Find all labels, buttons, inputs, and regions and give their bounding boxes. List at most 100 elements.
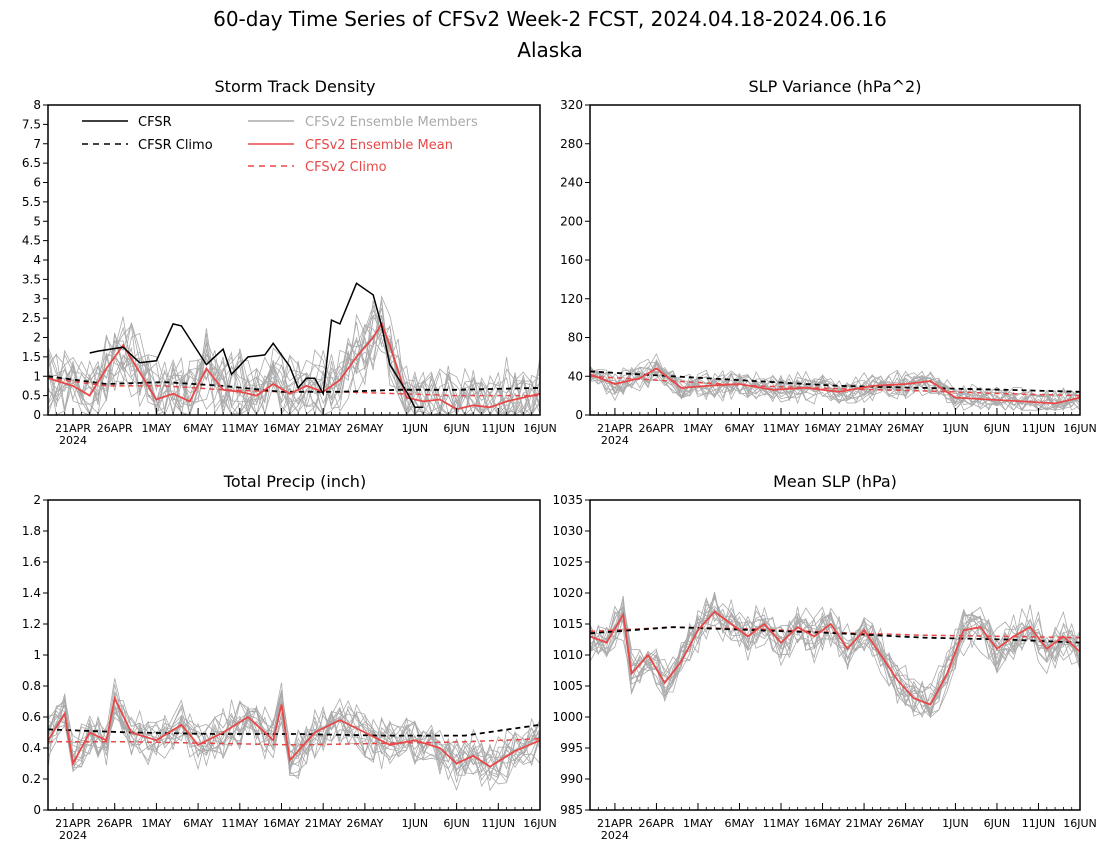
x-tick-label: 16JUN — [1063, 422, 1097, 435]
x-tick-label: 11JUN — [482, 817, 516, 830]
panel-mean-slp: Mean SLP (hPa) 985 990 995 1000 1005 1010 1015… — [552, 472, 1096, 842]
cfsv2-climo-line — [48, 737, 541, 746]
y-tick-label: 1.2 — [22, 617, 41, 631]
x-tick-label: 21APR — [597, 422, 633, 435]
ensemble-member-line — [47, 301, 541, 417]
ensemble-member-line — [589, 372, 1081, 411]
ensemble-member-line — [589, 597, 1081, 718]
y-tick-label: 1020 — [552, 586, 583, 600]
panel-storm-track-density: Storm Track Density 0 0.5 1 1.5 2 2.5 3 3.5 4 4.5… — [22, 77, 557, 447]
x-tick-label: 21MAY — [305, 817, 342, 830]
y-tick-label: 0.5 — [22, 389, 41, 403]
y-tick-label: 1025 — [552, 555, 583, 569]
y-tick-label: 80 — [568, 331, 583, 345]
y-tick-label: 200 — [560, 214, 583, 228]
x-year-label: 2024 — [59, 434, 87, 447]
x-tick-label: 16JUN — [1063, 817, 1097, 830]
x-tick-label: 11MAY — [763, 422, 800, 435]
ensemble-member-line — [589, 367, 1081, 408]
ensemble-member-line — [589, 604, 1081, 714]
x-tick-label: 6MAY — [183, 817, 213, 830]
y-tick-label: 4 — [33, 253, 41, 267]
x-tick-label: 11MAY — [221, 422, 258, 435]
cfsr-line — [89, 282, 424, 409]
y-tick-label: 3 — [33, 292, 41, 306]
ensemble-member-line — [47, 323, 541, 417]
legend-label-cfsr: CFSR — [138, 115, 172, 130]
x-tick-label: 6JUN — [443, 422, 470, 435]
x-tick-label: 16MAY — [263, 422, 300, 435]
x-tick-label: 21MAY — [846, 422, 883, 435]
y-tick-label: 0 — [575, 408, 583, 422]
y-tick-label: 0.2 — [22, 772, 41, 786]
y-tick-label: 995 — [560, 741, 583, 755]
y-tick-label: 0.6 — [22, 710, 41, 724]
y-tick-label: 1 — [33, 369, 41, 383]
x-tick-label: 6JUN — [984, 422, 1011, 435]
plot-lines — [589, 352, 1081, 412]
ensemble-member-line — [47, 707, 541, 783]
x-tick-label: 1JUN — [942, 422, 969, 435]
y-tick-label: 3.5 — [22, 272, 41, 286]
x-tick-label: 6MAY — [725, 422, 755, 435]
y-tick-label: 5.5 — [22, 195, 41, 209]
x-tick-label: 26APR — [97, 422, 133, 435]
cfsr-climo-line — [589, 626, 1081, 644]
x-tick-label: 11JUN — [1022, 817, 1056, 830]
y-tick-label: 120 — [560, 292, 583, 306]
x-tick-label: 26MAY — [887, 422, 924, 435]
panel-title: SLP Variance (hPa^2) — [749, 77, 922, 96]
legend-label-cfsr-climo: CFSR Climo — [138, 138, 213, 153]
legend-label-cfsv2-climo: CFSv2 Climo — [305, 160, 387, 175]
y-tick-label: 40 — [568, 369, 583, 383]
x-year-label: 2024 — [601, 434, 629, 447]
ensemble-member-line — [589, 596, 1081, 718]
legend: CFSR CFSR Climo CFSv2 Ensemble Members C… — [82, 115, 478, 175]
x-tick-label: 26APR — [97, 817, 133, 830]
y-tick-label: 7 — [33, 137, 41, 151]
panel-title: Total Precip (inch) — [223, 472, 366, 491]
cfsr-climo-line — [589, 370, 1081, 393]
x-tick-label: 11JUN — [482, 422, 516, 435]
x-tick-label: 6JUN — [443, 817, 470, 830]
ensemble-mean-line — [589, 367, 1081, 405]
x-tick-label: 26APR — [639, 422, 675, 435]
y-tick-label: 2 — [33, 331, 41, 345]
x-tick-label: 1JUN — [942, 817, 969, 830]
y-tick-label: 0 — [33, 408, 41, 422]
panel-total-precip: Total Precip (inch) 0 0.2 0.4 0.6 0.8 1 1.2 1.4… — [22, 472, 557, 842]
y-tick-label: 160 — [560, 253, 583, 267]
y-tick-label: 1015 — [552, 617, 583, 631]
panel-plot-area: 985 990 995 1000 1005 1010 1015 1020 1025 1030 103… — [552, 493, 1096, 842]
x-tick-label: 21APR — [55, 817, 91, 830]
y-tick-label: 1010 — [552, 648, 583, 662]
ensemble-member-line — [589, 599, 1081, 696]
ensemble-member-line — [47, 304, 541, 417]
x-tick-label: 16MAY — [804, 817, 841, 830]
x-tick-label: 26MAY — [887, 817, 924, 830]
y-tick-label: 1.5 — [22, 350, 41, 364]
y-tick-label: 1030 — [552, 524, 583, 538]
plot-frame — [589, 499, 1081, 811]
x-tick-label: 16JUN — [523, 422, 557, 435]
y-tick-label: 7.5 — [22, 117, 41, 131]
ensemble-member-line — [589, 366, 1081, 411]
y-tick-label: 1005 — [552, 679, 583, 693]
x-tick-label: 26APR — [639, 817, 675, 830]
x-tick-label: 16JUN — [523, 817, 557, 830]
panel-title: Storm Track Density — [215, 77, 376, 96]
y-tick-label: 320 — [560, 98, 583, 112]
x-tick-label: 26MAY — [346, 422, 383, 435]
ensemble-mean-line — [47, 695, 541, 768]
ensemble-member-line — [47, 314, 541, 416]
ensemble-member-line — [47, 322, 541, 417]
legend-label-members: CFSv2 Ensemble Members — [305, 115, 478, 130]
x-year-label: 2024 — [601, 829, 629, 842]
y-tick-label: 6.5 — [22, 156, 41, 170]
y-tick-label: 0.4 — [22, 741, 41, 755]
y-tick-label: 1 — [33, 648, 41, 662]
x-tick-label: 6MAY — [725, 817, 755, 830]
ensemble-mean-line — [589, 610, 1081, 706]
ensemble-member-line — [589, 361, 1081, 411]
x-tick-label: 16MAY — [804, 422, 841, 435]
